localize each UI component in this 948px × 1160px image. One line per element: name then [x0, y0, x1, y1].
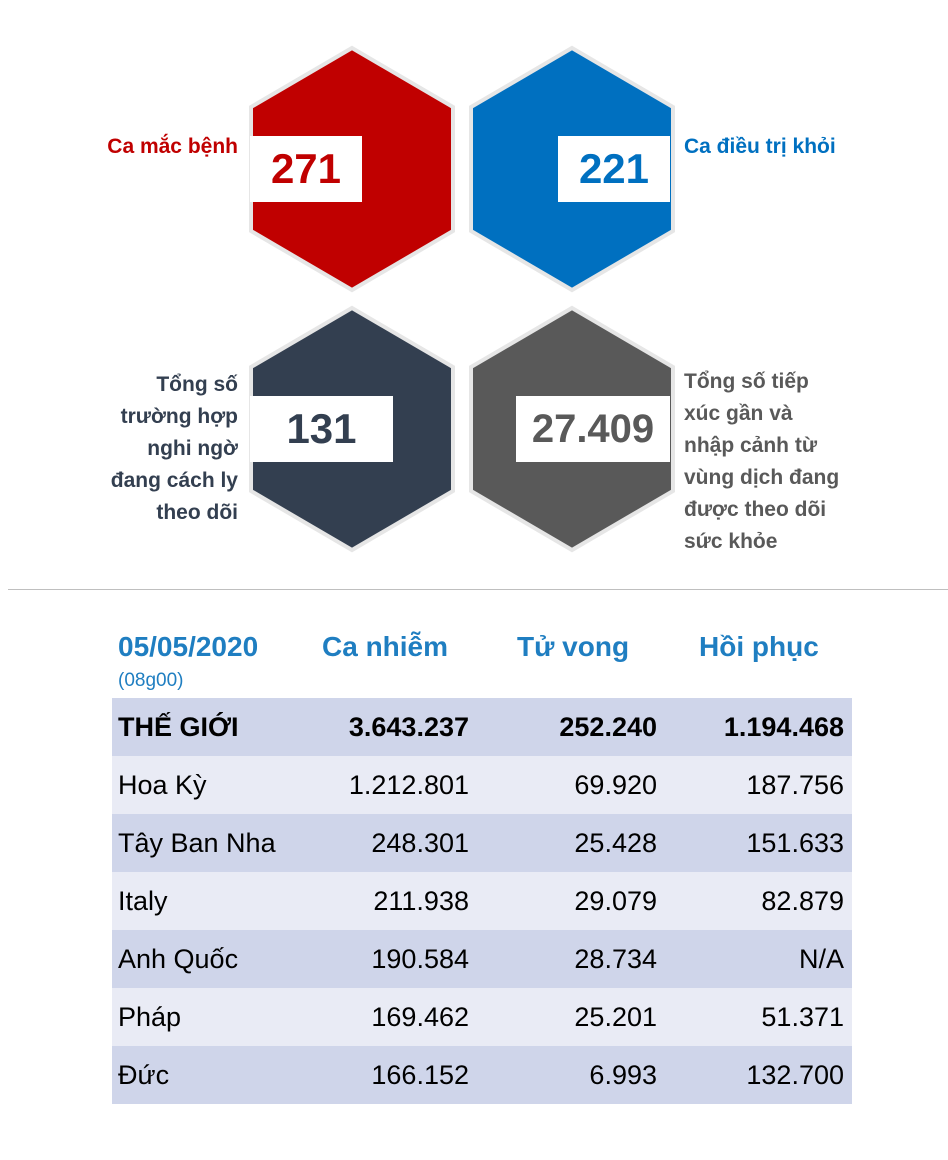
country-name: Đức — [118, 1060, 170, 1090]
header-infected: Ca nhiễm — [322, 631, 449, 662]
table-row-world: THẾ GIỚI 3.643.237 252.240 1.194.468 — [112, 698, 852, 756]
country-name: THẾ GIỚI — [118, 712, 239, 742]
table-row: Pháp 169.462 25.201 51.371 — [112, 988, 852, 1046]
country-name: Tây Ban Nha — [118, 828, 276, 858]
death-count: 28.734 — [574, 944, 657, 974]
death-count: 252.240 — [559, 712, 657, 742]
header-deaths: Tử vong — [517, 631, 630, 662]
country-name: Pháp — [118, 1002, 182, 1032]
recovered-count: 151.633 — [746, 828, 844, 858]
table-date: 05/05/2020 — [118, 631, 259, 662]
suspected-label-line: đang cách ly — [110, 469, 238, 492]
table-row: Tây Ban Nha 248.301 25.428 151.633 — [112, 814, 852, 872]
recovered-count: 132.700 — [746, 1060, 844, 1090]
world-stats-table: THẾ GIỚI 3.643.237 252.240 1.194.468 Hoa… — [112, 698, 852, 1104]
suspected-label-line: trường hợp — [120, 405, 238, 428]
stat-suspected-label: Tổng số trường hợp nghi ngờ đang cách ly… — [60, 369, 238, 529]
stat-recovered-label: Ca điều trị khỏi — [684, 135, 836, 158]
stat-contacts-value: 27.409 — [516, 396, 670, 462]
stat-suspected-value: 131 — [250, 396, 393, 462]
infected-count: 211.938 — [373, 886, 469, 916]
death-count: 29.079 — [574, 886, 657, 916]
infected-count: 1.212.801 — [348, 770, 469, 800]
stat-recovered-value: 221 — [558, 136, 670, 202]
stat-cases-label: Ca mắc bệnh — [107, 135, 238, 158]
header-recovered: Hồi phục — [699, 631, 819, 662]
recovered-count: N/A — [798, 944, 844, 974]
death-count: 25.428 — [574, 828, 657, 858]
infected-count: 169.462 — [371, 1002, 469, 1032]
death-count: 6.993 — [589, 1060, 657, 1090]
suspected-label-line: Tổng số — [156, 373, 238, 396]
suspected-label-line: theo dõi — [156, 501, 238, 524]
recovered-count: 51.371 — [761, 1002, 844, 1032]
suspected-label-line: nghi ngờ — [147, 437, 238, 460]
recovered-count: 187.756 — [746, 770, 844, 800]
contacts-label-line: Tổng số tiếp — [684, 370, 809, 393]
contacts-label-line: xúc gần và — [684, 402, 793, 425]
table-row: Đức 166.152 6.993 132.700 — [112, 1046, 852, 1104]
stat-contacts-label: Tổng số tiếp xúc gần và nhập cảnh từ vùn… — [684, 366, 914, 558]
recovered-count: 1.194.468 — [723, 712, 844, 742]
section-divider — [8, 589, 948, 590]
recovered-count: 82.879 — [761, 886, 844, 916]
infected-count: 3.643.237 — [348, 712, 469, 742]
contacts-label-line: vùng dịch đang — [684, 466, 840, 489]
contacts-label-line: nhập cảnh từ — [684, 434, 818, 457]
country-name: Italy — [118, 886, 168, 916]
contacts-label-line: sức khỏe — [684, 530, 778, 553]
contacts-label-line: được theo dõi — [684, 498, 827, 521]
table-row: Hoa Kỳ 1.212.801 69.920 187.756 — [112, 756, 852, 814]
stat-cases-value: 271 — [250, 136, 362, 202]
infected-count: 248.301 — [371, 828, 469, 858]
country-name: Hoa Kỳ — [118, 770, 207, 800]
table-time: (08g00) — [118, 670, 184, 691]
death-count: 69.920 — [574, 770, 657, 800]
table-row: Anh Quốc 190.584 28.734 N/A — [112, 930, 852, 988]
country-name: Anh Quốc — [118, 944, 239, 974]
infected-count: 166.152 — [371, 1060, 469, 1090]
table-row: Italy 211.938 29.079 82.879 — [112, 872, 852, 930]
infected-count: 190.584 — [371, 944, 469, 974]
death-count: 25.201 — [574, 1002, 657, 1032]
